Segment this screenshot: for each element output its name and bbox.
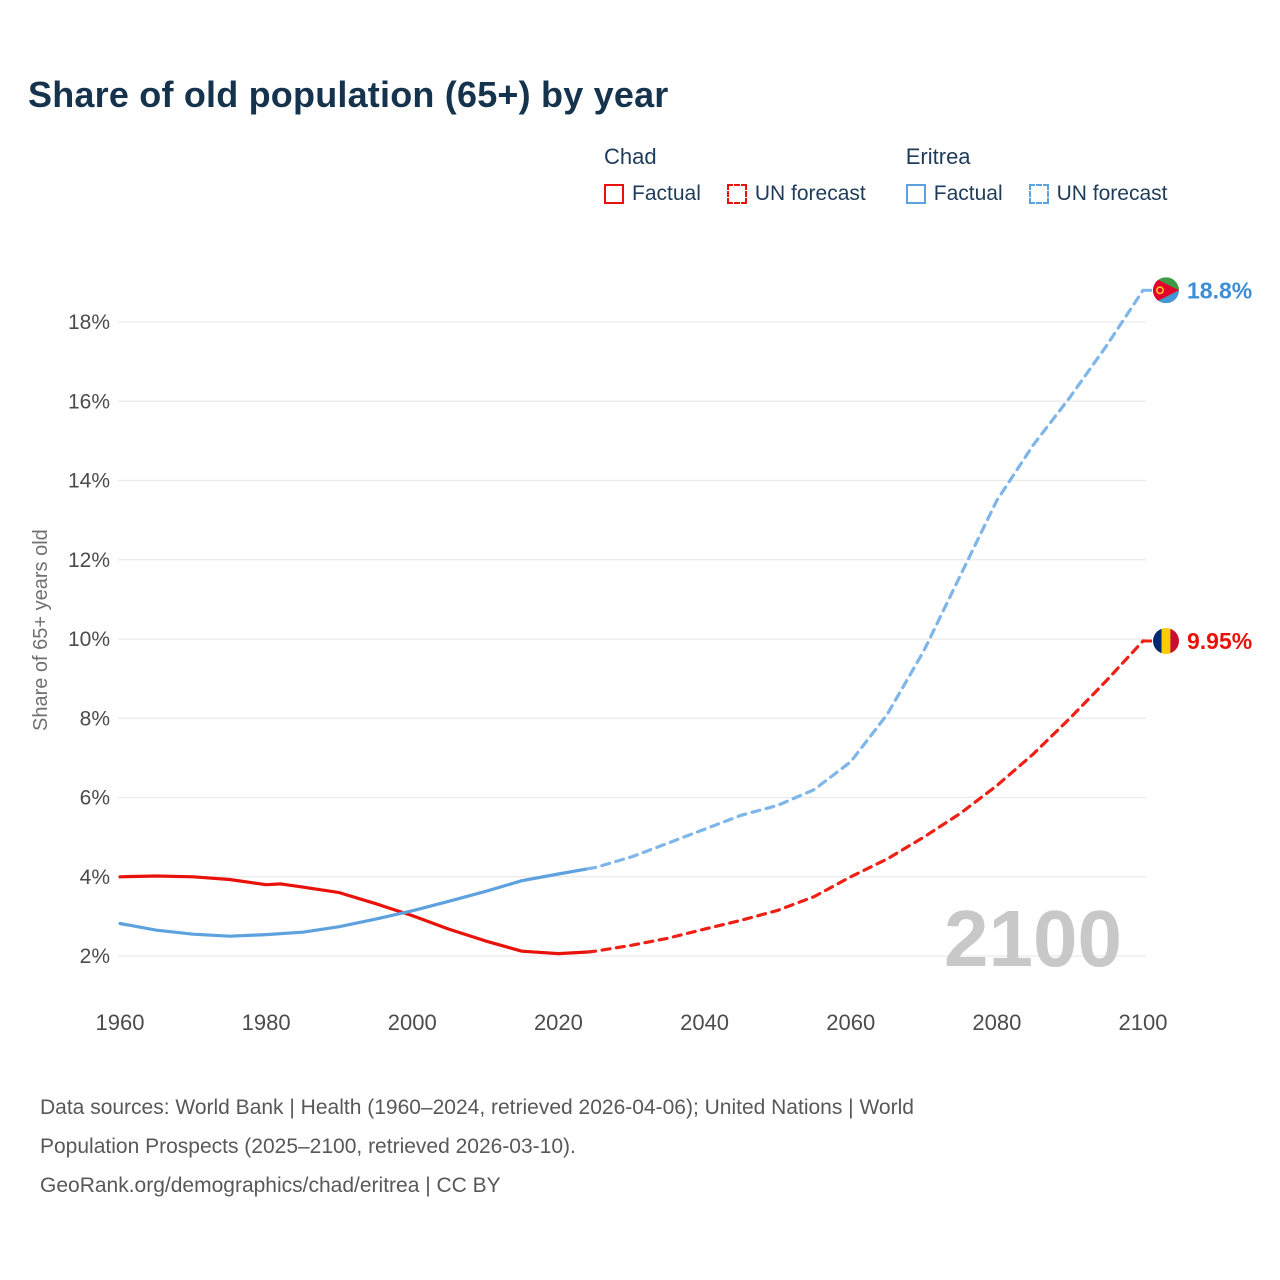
series-line-chad-forecast bbox=[586, 639, 1145, 954]
legend-swatch-eritrea-factual-icon bbox=[905, 184, 926, 204]
footer-data-sources-line-1: Data sources: World Bank | Health (1960–… bbox=[40, 1096, 914, 1119]
x-tick-label: 2040 bbox=[680, 1010, 729, 1035]
page-title: Share of old population (65+) by year bbox=[28, 74, 669, 115]
y-tick-label: 18% bbox=[68, 311, 110, 334]
legend-swatch-eritrea-forecast-icon bbox=[1028, 184, 1049, 204]
legend-group-eritrea: Eritrea Factual UN forecast bbox=[905, 144, 1168, 206]
legend-swatch-chad-factual-icon bbox=[604, 184, 624, 204]
x-tick-label: 1960 bbox=[96, 1010, 145, 1035]
series-line-chad-factual bbox=[118, 874, 590, 956]
y-tick-label: 16% bbox=[68, 390, 110, 413]
flag-eritrea-icon bbox=[1153, 277, 1179, 304]
series-line-eritrea-factual bbox=[118, 867, 590, 938]
y-tick-label: 10% bbox=[68, 628, 110, 651]
x-tick-label: 2080 bbox=[972, 1010, 1021, 1035]
x-tick-label: 2100 bbox=[1119, 1010, 1168, 1035]
legend-group-eritrea-title: Eritrea bbox=[905, 144, 971, 169]
footer-data-sources-line-2: Population Prospects (2025–2100, retriev… bbox=[40, 1135, 576, 1158]
x-tick-label: 2060 bbox=[826, 1010, 875, 1035]
flag-chad-icon bbox=[1153, 627, 1179, 654]
y-tick-label: 4% bbox=[80, 866, 110, 889]
end-label-eritrea: 18.8% bbox=[1187, 277, 1252, 303]
footer: Data sources: World Bank | Health (1960–… bbox=[40, 1088, 914, 1205]
legend-item-chad-factual: Factual bbox=[604, 182, 701, 206]
watermark: 2100 bbox=[944, 894, 1122, 983]
end-label-chad: 9.95% bbox=[1187, 628, 1252, 654]
legend-label-eritrea-factual: Factual bbox=[933, 182, 1003, 205]
legend-item-eritrea-forecast: UN forecast bbox=[1028, 182, 1168, 206]
legend-label-chad-factual: Factual bbox=[632, 182, 701, 205]
legend-label-eritrea-forecast: UN forecast bbox=[1056, 182, 1168, 205]
x-tick-label: 2000 bbox=[388, 1010, 437, 1035]
y-tick-label: 12% bbox=[68, 549, 110, 572]
legend-item-chad-forecast: UN forecast bbox=[726, 182, 866, 206]
x-tick-label: 2020 bbox=[534, 1010, 583, 1035]
y-tick-label: 8% bbox=[80, 707, 110, 730]
y-tick-label: 14% bbox=[68, 470, 110, 493]
chart-svg: 2% 4% 6% 8% 10% 12% 14% 16% 18% 1960 1980 2000 2020 2… bbox=[68, 277, 1252, 1035]
y-tick-label: 6% bbox=[80, 787, 110, 810]
legend: Chad Factual UN forecast Eritrea Factual… bbox=[604, 144, 1168, 206]
legend-swatch-chad-forecast-icon bbox=[726, 184, 747, 204]
legend-label-chad-forecast: UN forecast bbox=[754, 182, 866, 205]
legend-group-chad: Chad Factual UN forecast bbox=[604, 144, 866, 206]
legend-group-chad-title: Chad bbox=[604, 144, 657, 169]
footer-attribution: GeoRank.org/demographics/chad/eritrea | … bbox=[40, 1174, 501, 1197]
legend-item-eritrea-factual: Factual bbox=[905, 182, 1003, 206]
y-tick-label: 2% bbox=[80, 945, 110, 968]
x-tick-label: 1980 bbox=[242, 1010, 291, 1035]
series-line-eritrea-forecast bbox=[586, 288, 1145, 871]
